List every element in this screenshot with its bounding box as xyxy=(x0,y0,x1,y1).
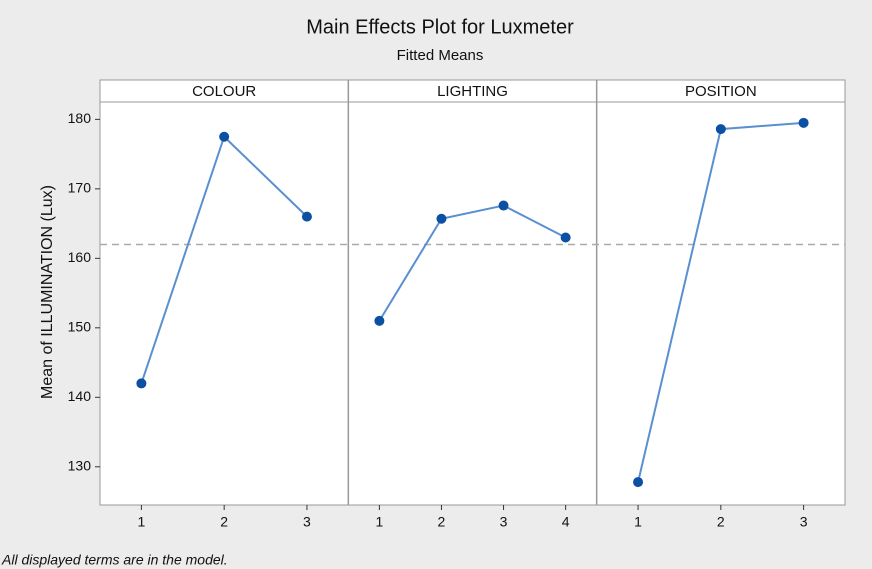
chart-subtitle: Fitted Means xyxy=(397,47,484,64)
x-tick-label: 4 xyxy=(562,514,570,530)
y-tick-label: 180 xyxy=(68,110,92,126)
x-tick-label: 2 xyxy=(220,514,228,530)
y-tick-label: 170 xyxy=(68,180,92,196)
point xyxy=(798,117,809,128)
point xyxy=(498,200,509,211)
point xyxy=(136,378,147,389)
x-tick-label: 2 xyxy=(717,514,725,530)
y-tick-label: 150 xyxy=(68,319,92,335)
panel-header: LIGHTING xyxy=(437,83,508,100)
point xyxy=(219,131,230,142)
footnote: All displayed terms are in the model. xyxy=(1,552,228,568)
y-tick-label: 130 xyxy=(68,457,92,473)
effect-line xyxy=(378,204,567,322)
x-tick-label: 3 xyxy=(303,514,311,530)
x-tick-label: 3 xyxy=(800,514,808,530)
point xyxy=(301,211,312,222)
point xyxy=(560,232,571,243)
x-tick-label: 3 xyxy=(500,514,508,530)
y-tick-label: 160 xyxy=(68,249,92,265)
x-tick-label: 1 xyxy=(634,514,642,530)
x-tick-label: 1 xyxy=(137,514,145,530)
y-tick-label: 140 xyxy=(68,388,92,404)
y-axis-label: Mean of ILLUMINATION (Lux) xyxy=(39,185,56,399)
point xyxy=(436,213,447,224)
point xyxy=(374,315,385,326)
point xyxy=(715,124,726,135)
plot-area xyxy=(99,79,846,506)
x-tick-label: 1 xyxy=(375,514,383,530)
panel-header: COLOUR xyxy=(192,83,256,100)
panel-header: POSITION xyxy=(685,83,757,100)
chart-title: Main Effects Plot for Luxmeter xyxy=(306,16,574,38)
point xyxy=(633,477,644,488)
x-tick-label: 2 xyxy=(438,514,446,530)
